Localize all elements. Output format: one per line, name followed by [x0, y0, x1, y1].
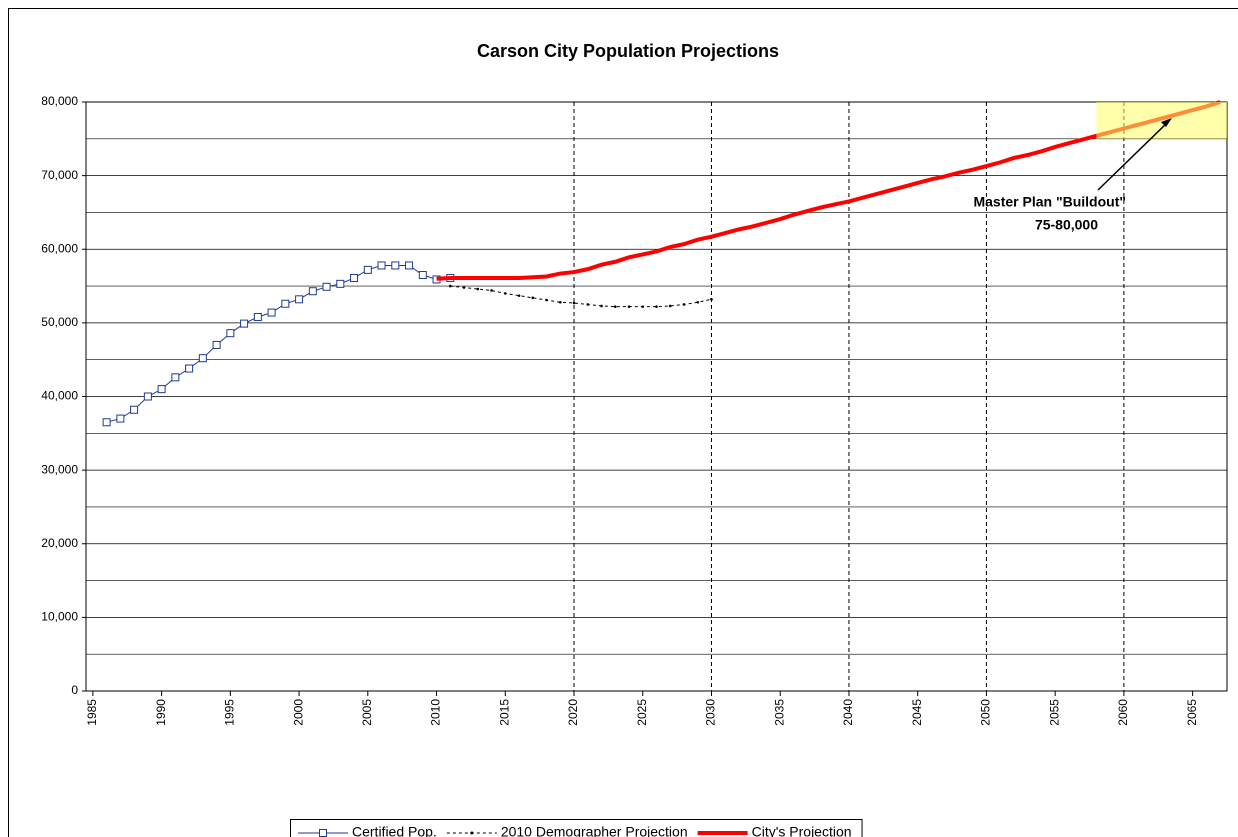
highlight-box: [1096, 102, 1227, 139]
point: [600, 304, 603, 308]
x-tick-label: 2055: [1047, 699, 1061, 726]
y-tick-label: 20,000: [41, 536, 78, 550]
point: [336, 279, 345, 288]
point: [308, 287, 317, 296]
x-tick-label: 2050: [979, 699, 993, 726]
point: [212, 340, 221, 349]
point: [696, 300, 700, 304]
point: [545, 298, 548, 302]
point: [391, 261, 400, 270]
x-tick-label: 2010: [429, 699, 443, 726]
point: [476, 287, 480, 291]
point: [350, 273, 359, 282]
y-tick-label: 50,000: [41, 315, 78, 329]
point: [448, 284, 452, 288]
point: [531, 296, 535, 300]
y-tick-label: 30,000: [41, 462, 78, 476]
x-tick-label: 2025: [635, 699, 649, 726]
point: [627, 305, 631, 308]
point: [130, 405, 139, 414]
point: [171, 373, 180, 382]
point: [655, 305, 658, 308]
point: [295, 295, 304, 304]
x-tick-label: 2005: [360, 699, 374, 726]
point: [281, 299, 290, 308]
point: [503, 292, 507, 295]
legend-label: 2010 Demographer Projection: [501, 824, 688, 837]
point: [226, 329, 235, 338]
point: [363, 265, 372, 274]
annotation-arrow: [1097, 121, 1169, 191]
point: [185, 364, 194, 373]
series-line: [450, 285, 712, 308]
point: [682, 303, 686, 306]
annotation: Master Plan "Buildout": [973, 194, 1126, 210]
arrow-head: [1161, 118, 1172, 127]
y-tick-label: 80,000: [41, 94, 78, 108]
point: [198, 354, 207, 363]
y-tick-label: 0: [71, 683, 78, 697]
point: [613, 305, 617, 308]
x-tick-label: 2065: [1185, 699, 1199, 726]
legend-label: Certified Pop.: [352, 824, 437, 837]
point: [157, 385, 166, 394]
point: [240, 319, 249, 328]
point: [572, 301, 576, 305]
point: [490, 289, 493, 292]
y-tick-label: 60,000: [41, 241, 78, 255]
x-tick-label: 2035: [772, 699, 786, 726]
point: [405, 261, 414, 270]
plot-frame: [85, 101, 1228, 692]
legend-symbol: [319, 829, 327, 837]
point: [143, 392, 152, 401]
x-tick-label: 1985: [85, 699, 99, 726]
x-tick-label: 2020: [566, 699, 580, 726]
x-tick-label: 1995: [223, 699, 237, 726]
y-tick-label: 10,000: [41, 610, 78, 624]
point: [641, 305, 645, 308]
point: [462, 286, 466, 289]
x-tick-label: 2015: [497, 699, 511, 726]
legend-label: City's Projection: [752, 824, 852, 837]
x-tick-label: 2040: [841, 699, 855, 726]
chart-title: Carson City Population Projections: [477, 41, 779, 61]
x-tick-label: 1990: [154, 699, 168, 726]
legend-symbol: [470, 831, 474, 835]
point: [116, 414, 125, 423]
annotation: 75-80,000: [1035, 217, 1098, 233]
x-tick-label: 2000: [291, 699, 305, 726]
y-tick-label: 70,000: [41, 168, 78, 182]
x-tick-label: 2030: [704, 699, 718, 726]
point: [710, 298, 713, 301]
legend: Certified Pop. 2010 Demographer Projectio…: [290, 819, 863, 837]
y-tick-label: 40,000: [41, 389, 78, 403]
point: [102, 418, 111, 427]
point: [267, 308, 276, 317]
point: [558, 300, 562, 304]
point: [322, 282, 331, 291]
point: [418, 271, 427, 280]
point: [586, 303, 590, 306]
x-tick-label: 2060: [1116, 699, 1130, 726]
series-line: [436, 100, 1221, 281]
point: [253, 312, 262, 321]
point: [517, 294, 521, 297]
x-tick-label: 2045: [910, 699, 924, 726]
point: [668, 304, 672, 308]
point: [377, 261, 386, 270]
